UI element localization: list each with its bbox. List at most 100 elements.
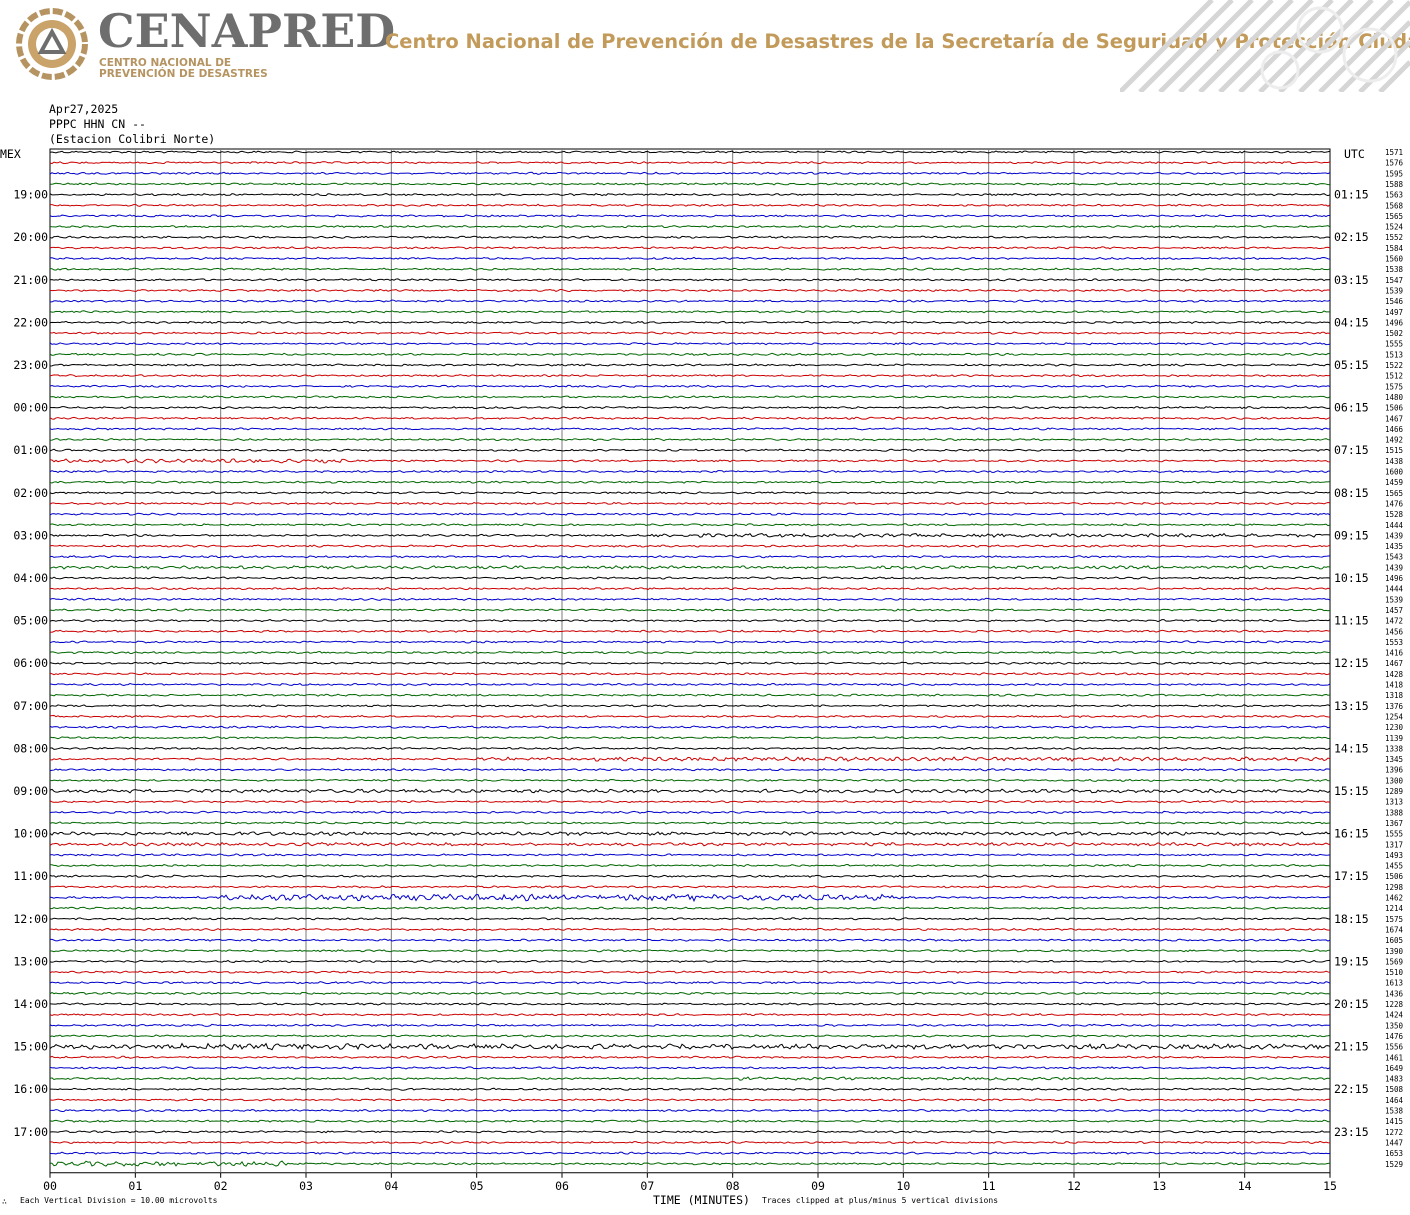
row-value-label: 1464 xyxy=(1385,1096,1404,1105)
utc-hour-label: 16:15 xyxy=(1334,827,1369,841)
row-value-label: 1388 xyxy=(1385,808,1404,817)
row-value-label: 1438 xyxy=(1385,457,1404,466)
trace-row xyxy=(49,491,1331,495)
mex-hour-label: 21:00 xyxy=(13,273,48,287)
mex-hour-label: 15:00 xyxy=(13,1040,48,1054)
row-value-label: 1552 xyxy=(1385,233,1403,242)
utc-hour-label: 20:15 xyxy=(1334,997,1369,1011)
mex-hour-label: 12:00 xyxy=(13,912,48,926)
row-value-label: 1455 xyxy=(1385,862,1403,871)
x-tick-label: 09 xyxy=(811,1179,825,1192)
row-value-label: 1444 xyxy=(1385,585,1404,594)
trace-row xyxy=(49,256,1331,261)
row-value-label: 1595 xyxy=(1385,169,1403,178)
row-value-label: 1496 xyxy=(1385,574,1404,583)
trace-row xyxy=(49,863,1331,868)
trace-row xyxy=(49,246,1331,250)
row-value-label: 1515 xyxy=(1385,446,1403,455)
mex-hour-label: 00:00 xyxy=(13,401,48,415)
trace-row xyxy=(49,714,1331,719)
trace-row xyxy=(49,725,1331,729)
trace-row xyxy=(49,1055,1331,1059)
row-value-label: 1254 xyxy=(1385,712,1404,721)
trace-row xyxy=(49,267,1331,271)
trace-row xyxy=(49,650,1331,655)
row-value-label: 1497 xyxy=(1385,308,1403,317)
trace-row xyxy=(49,597,1331,601)
trace-row xyxy=(49,532,1331,538)
mex-hour-label: 03:00 xyxy=(13,528,48,542)
row-value-label: 1444 xyxy=(1385,521,1404,530)
row-value-label: 1653 xyxy=(1385,1149,1403,1158)
logo-wordmark: CENAPRED xyxy=(98,4,396,58)
trace-row xyxy=(49,949,1331,953)
x-tick-label: 15 xyxy=(1323,1179,1337,1192)
row-value-label: 1415 xyxy=(1385,1117,1403,1126)
trace-row xyxy=(49,619,1331,623)
trace-row xyxy=(49,746,1331,750)
row-value-label: 1555 xyxy=(1385,340,1403,349)
trace-row xyxy=(49,672,1331,676)
utc-hour-label: 01:15 xyxy=(1334,188,1369,202)
trace-row xyxy=(49,1023,1331,1027)
trace-row xyxy=(49,1119,1331,1123)
utc-hour-label: 02:15 xyxy=(1334,230,1369,244)
trace-row xyxy=(49,874,1331,878)
row-value-label: 1529 xyxy=(1385,1160,1403,1169)
mex-hour-label: 05:00 xyxy=(13,614,48,628)
trace-row xyxy=(49,416,1331,420)
trace-row xyxy=(49,853,1331,857)
trace-row xyxy=(49,480,1331,484)
x-tick-label: 11 xyxy=(982,1179,996,1192)
row-value-label: 1565 xyxy=(1385,212,1403,221)
trace-row xyxy=(49,1151,1331,1155)
mex-hour-label: 14:00 xyxy=(13,997,48,1011)
trace-row xyxy=(49,778,1331,782)
x-tick-label: 14 xyxy=(1238,1179,1252,1192)
trace-row xyxy=(49,406,1331,410)
utc-hour-label: 21:15 xyxy=(1334,1040,1369,1054)
utc-hour-label: 15:15 xyxy=(1334,784,1369,798)
trace-row xyxy=(49,150,1331,154)
mex-hour-label: 16:00 xyxy=(13,1082,48,1096)
trace-row xyxy=(49,1066,1331,1070)
trace-row xyxy=(49,288,1331,293)
trace-row xyxy=(49,320,1331,325)
row-value-label: 1416 xyxy=(1385,649,1404,658)
utc-hour-label: 13:15 xyxy=(1334,699,1369,713)
row-value-label: 1674 xyxy=(1385,925,1404,934)
utc-hour-label: 08:15 xyxy=(1334,486,1369,500)
utc-hour-label: 03:15 xyxy=(1334,273,1369,287)
x-tick-label: 03 xyxy=(299,1179,313,1192)
header: CENAPRED CENTRO NACIONAL DE PREVENCIÓN D… xyxy=(0,0,1410,92)
row-value-label: 1230 xyxy=(1385,723,1404,732)
trace-row xyxy=(49,682,1331,687)
mex-hour-label: 07:00 xyxy=(13,699,48,713)
trace-row xyxy=(49,395,1331,399)
trace-row xyxy=(49,427,1331,431)
trace-row xyxy=(49,640,1331,644)
logo-subtitle: CENTRO NACIONAL DE PREVENCIÓN DE DESASTR… xyxy=(99,58,319,80)
trace-row xyxy=(49,810,1331,814)
utc-hour-label: 14:15 xyxy=(1334,741,1369,755)
decorative-pattern-icon xyxy=(1120,0,1410,92)
row-value-label: 1367 xyxy=(1385,819,1403,828)
trace-row xyxy=(49,1087,1331,1091)
x-axis-label: TIME (MINUTES) xyxy=(653,1193,750,1207)
trace-row xyxy=(49,704,1331,708)
mex-hour-label: 04:00 xyxy=(13,571,48,585)
x-tick-label: 08 xyxy=(726,1179,740,1192)
row-value-label: 1418 xyxy=(1385,681,1404,690)
trace-row xyxy=(49,458,1331,464)
row-value-label: 1318 xyxy=(1385,691,1404,700)
mex-hour-label: 11:00 xyxy=(13,869,48,883)
trace-row xyxy=(49,224,1331,229)
utc-hour-label: 10:15 xyxy=(1334,571,1369,585)
trace-row xyxy=(49,693,1331,697)
row-value-label: 1522 xyxy=(1385,361,1403,370)
x-tick-label: 10 xyxy=(896,1179,910,1192)
row-value-label: 1317 xyxy=(1385,840,1403,849)
row-value-label: 1467 xyxy=(1385,659,1403,668)
row-value-label: 1476 xyxy=(1385,1032,1404,1041)
row-value-label: 1543 xyxy=(1385,553,1403,562)
